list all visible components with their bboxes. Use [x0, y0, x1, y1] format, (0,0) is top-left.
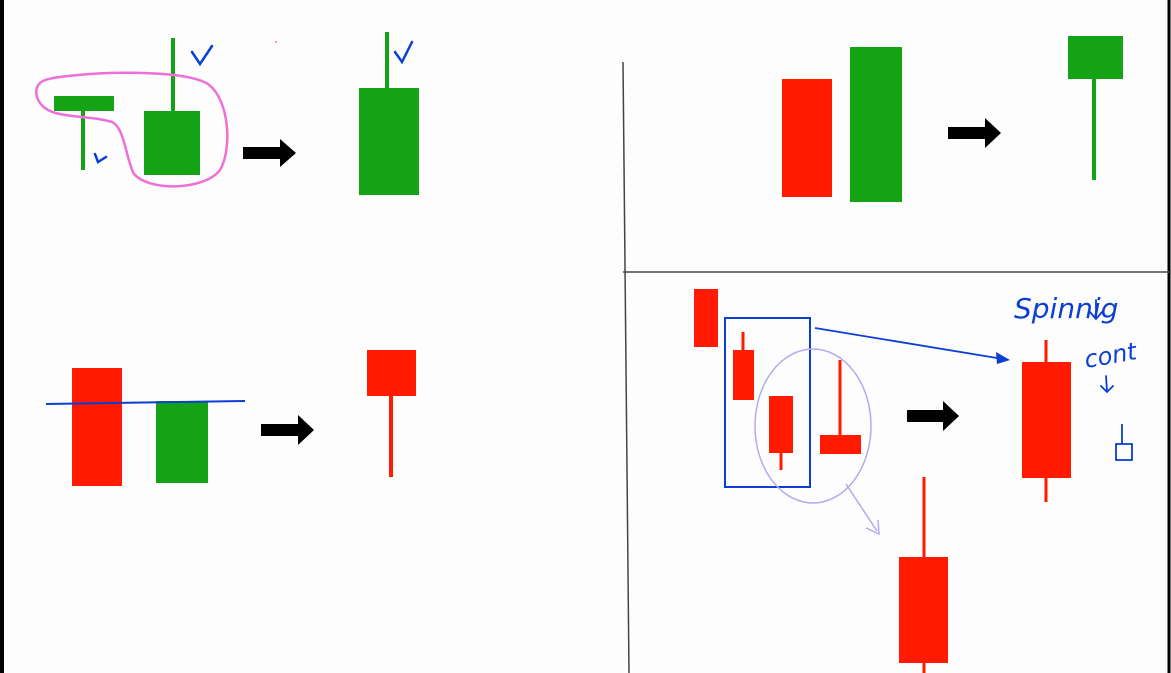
down-arrow-icon — [1100, 375, 1114, 394]
candle-bearish — [694, 289, 718, 347]
result-candle-bullish — [359, 32, 419, 195]
arrow-right-icon — [948, 118, 1001, 148]
pointer-arrowhead — [865, 519, 880, 536]
ink-dot — [275, 41, 277, 43]
candle-bullish-t — [54, 96, 114, 170]
pointer-line — [845, 483, 878, 532]
candle-body — [769, 396, 793, 453]
candle-bearish — [782, 79, 832, 197]
checkmark-icon — [393, 40, 414, 65]
result-candle-bearish-hanging — [367, 350, 416, 477]
down-arrow-icon — [1089, 299, 1103, 321]
box-outline-icon — [724, 317, 811, 488]
result-candle-bearish-spinning — [1022, 340, 1071, 502]
arrow-right-icon — [243, 139, 296, 167]
lasso-icon — [35, 71, 229, 188]
candle-body — [1068, 36, 1123, 79]
panel-bottom-left — [45, 350, 416, 486]
arrow-right-icon — [261, 415, 314, 445]
candle-bullish-large — [144, 38, 200, 175]
candle-body — [367, 350, 416, 396]
handwriting-note-cont: cont — [1082, 337, 1140, 374]
candle-bearish-inverted — [820, 360, 861, 454]
candle-body — [359, 88, 419, 195]
candle-bearish-small — [733, 332, 754, 400]
candle-body — [54, 96, 114, 111]
candle-body — [899, 557, 948, 663]
level-line — [45, 400, 246, 405]
candle-body — [820, 435, 861, 454]
panel-bottom-right: Spinnig cont — [694, 289, 1140, 673]
candle-bearish — [72, 368, 122, 486]
panel-top-right — [782, 36, 1123, 202]
ellipse-outline-icon — [754, 348, 872, 504]
panel-top-left — [35, 32, 419, 195]
pointer-line — [814, 327, 1004, 360]
candle-body — [733, 350, 754, 400]
arrow-right-icon — [907, 401, 959, 431]
pointer-arrowhead — [996, 352, 1010, 364]
candle-bearish-tall — [899, 477, 948, 673]
candle-bullish — [156, 401, 208, 483]
candle-bearish-small — [769, 396, 793, 470]
mini-candle-sketch-icon — [1115, 424, 1133, 461]
result-candle-bullish-hanging — [1068, 36, 1123, 180]
vertical-divider — [622, 61, 630, 673]
candle-bullish — [850, 47, 902, 202]
checkmark-icon — [93, 152, 108, 164]
checkmark-icon — [190, 44, 214, 67]
candle-body — [1022, 362, 1071, 478]
candle-body — [144, 111, 200, 175]
handwriting-note-spinning: Spinnig — [1014, 292, 1118, 325]
